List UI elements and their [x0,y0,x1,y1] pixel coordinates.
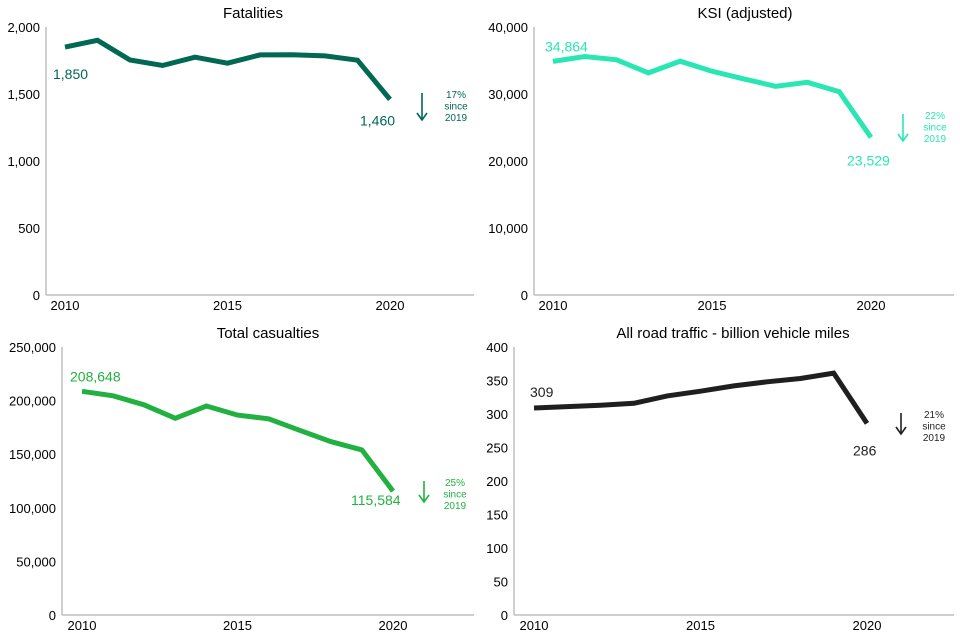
change-note-line: 2019 [924,134,947,145]
end-value-label: 23,529 [847,152,890,168]
y-tick-label: 50 [494,575,508,590]
down-arrow-icon [895,413,907,436]
y-tick-label: 150,000 [9,447,56,462]
x-tick-label: 2015 [213,298,242,313]
change-note-line: 2019 [445,113,468,124]
y-tick-label: 350 [486,374,508,389]
start-value-label: 208,648 [70,368,121,384]
y-tick-label: 100 [486,541,508,556]
change-note-line: since [922,422,946,433]
y-tick-label: 30,000 [488,87,528,102]
y-tick-label: 10,000 [488,221,528,236]
start-value-label: 1,850 [53,66,88,82]
y-tick-label: 300 [486,407,508,422]
chart-title: All road traffic - billion vehicle miles [616,325,849,342]
y-tick-label: 40,000 [488,20,528,35]
arrow-head [897,133,909,143]
x-tick-label: 2010 [68,618,97,633]
chart-title: Fatalities [223,5,283,22]
down-arrow-icon [897,114,909,143]
y-tick-label: 2,000 [7,20,40,35]
change-note-line: since [443,490,467,501]
ksi-panel: KSI (adjusted) 0 10,000 20,000 30,000 40,000 2… [488,5,954,313]
y-tick-label: 1,000 [7,154,40,169]
y-tick-label: 150 [486,508,508,523]
change-note-line: since [923,123,947,134]
x-tick-label: 2010 [51,298,80,313]
end-value-label: 1,460 [360,112,395,128]
series-line [552,53,874,139]
change-note-line: 22% [925,111,945,122]
y-tick-label: 400 [486,340,508,355]
x-tick-label: 2015 [698,298,727,313]
y-tick-label: 250 [486,441,508,456]
change-note-line: 17% [446,90,466,101]
arrow-head [418,494,430,504]
y-tick-label: 200,000 [9,394,56,409]
start-value-label: 309 [530,384,554,400]
y-tick-label: 20,000 [488,154,528,169]
change-note-line: 2019 [444,501,467,512]
chart-title: Total casualties [217,325,320,342]
y-tick-label: 250,000 [9,340,56,355]
arrow-head [895,426,907,436]
arrow-head [416,112,428,122]
road-traffic-panel: All road traffic - billion vehicle miles… [486,325,954,633]
end-value-label: 115,584 [351,492,401,508]
change-note-line: 21% [924,410,944,421]
x-tick-label: 2015 [686,618,715,633]
fatalities-panel: Fatalities 0 500 1,000 1,500 2,000 2010 2015 202… [7,5,474,313]
x-tick-label: 2020 [379,618,408,633]
series-line [64,37,392,101]
chart-title: KSI (adjusted) [697,5,792,22]
x-tick-label: 2010 [539,298,568,313]
x-tick-label: 2010 [520,618,549,633]
series-line [533,370,870,425]
change-note-line: 2019 [923,433,946,444]
end-value-label: 286 [853,442,877,458]
down-arrow-icon [416,93,428,122]
x-tick-label: 2015 [223,618,252,633]
y-tick-label: 0 [501,608,508,623]
y-tick-label: 1,500 [7,87,40,102]
y-tick-label: 50,000 [16,554,56,569]
total-casualties-panel: Total casualties 0 50,000 100,000 150,000 200… [9,325,474,633]
change-note-line: 25% [445,478,465,489]
x-tick-label: 2020 [857,298,886,313]
y-tick-label: 0 [49,608,56,623]
x-tick-label: 2020 [376,298,405,313]
series-line [81,388,395,493]
down-arrow-icon [418,481,430,504]
y-tick-label: 0 [521,288,528,303]
change-note-line: since [444,102,468,113]
y-tick-label: 500 [18,221,40,236]
y-tick-label: 0 [33,288,40,303]
x-tick-label: 2020 [853,618,882,633]
y-tick-label: 200 [486,474,508,489]
y-tick-label: 100,000 [9,501,56,516]
start-value-label: 34,864 [545,38,588,54]
